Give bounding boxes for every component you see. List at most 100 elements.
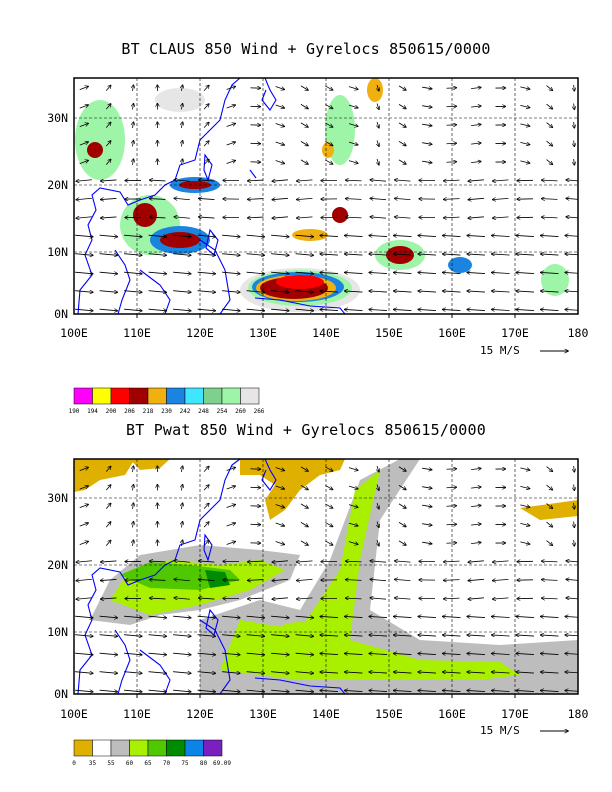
- wind-vector: [422, 106, 432, 108]
- chart1-ytick: 10N: [47, 245, 68, 259]
- wind-vector: [320, 291, 338, 292]
- wind-vector: [398, 85, 406, 90]
- wind-vector: [133, 503, 134, 510]
- wind-vector: [181, 104, 182, 110]
- wind-vector: [99, 272, 118, 274]
- wind-vector: [226, 124, 236, 127]
- wind-vector: [148, 309, 167, 311]
- wind-vector: [443, 291, 461, 292]
- wind-vector: [444, 217, 460, 218]
- wind-vector: [295, 672, 314, 674]
- wind-vector: [377, 539, 379, 546]
- wind-vector: [520, 486, 529, 488]
- wind-vector: [222, 309, 240, 311]
- wind-vector: [297, 561, 313, 562]
- colorbar-label: 206: [124, 408, 135, 415]
- wind-vector: [565, 309, 578, 310]
- chart2-vector-ref-label: 15 M/S: [480, 724, 520, 737]
- wind-vector: [345, 254, 363, 255]
- chart2-xtick: 140E: [312, 707, 340, 721]
- wind-vector: [377, 521, 379, 528]
- wind-vector: [197, 235, 216, 237]
- wind-vector: [199, 180, 215, 181]
- wind-vector: [271, 635, 289, 637]
- wind-vector: [150, 561, 166, 562]
- wind-vector: [377, 465, 379, 472]
- wind-vector: [369, 653, 387, 654]
- wind-vector: [226, 142, 236, 146]
- wind-vector: [275, 485, 285, 489]
- wind-vector: [174, 598, 190, 599]
- wind-vector: [124, 690, 142, 692]
- wind-vector: [446, 469, 457, 470]
- wind-vector: [346, 561, 362, 562]
- wind-vector: [148, 616, 167, 618]
- wind-vector: [467, 672, 485, 673]
- wind-vector: [79, 142, 88, 146]
- wind-vector: [181, 540, 182, 547]
- wind-vector: [566, 217, 578, 218]
- wind-vector: [394, 309, 412, 310]
- wind-vector: [272, 217, 288, 218]
- chart2-colorbar: 0 35 55 60 65 70 75 80 69.09: [72, 739, 231, 767]
- wind-vector: [173, 235, 191, 237]
- wind-vector: [574, 84, 575, 91]
- wind-vector: [348, 541, 358, 545]
- wind-vector: [75, 291, 93, 293]
- wind-vector: [418, 291, 436, 292]
- chart1-xtick: 130E: [249, 326, 277, 340]
- chart1-xtick: 110E: [123, 326, 151, 340]
- wind-vector: [173, 653, 191, 655]
- colorbar-swatch: [110, 387, 130, 405]
- wind-vector: [345, 635, 363, 636]
- wind-vector: [468, 217, 484, 218]
- wind-vector: [133, 122, 134, 129]
- wind-vector: [325, 485, 332, 489]
- wind-vector: [173, 690, 191, 692]
- wind-vector: [297, 217, 313, 218]
- wind-vector: [105, 159, 111, 165]
- wind-vector: [222, 690, 240, 692]
- colorbar-label: 260: [235, 408, 246, 415]
- wind-vector: [320, 672, 338, 673]
- wind-vector: [369, 690, 387, 691]
- wind-vector: [516, 690, 534, 691]
- colorbar-label: 194: [87, 408, 98, 415]
- chart2-map: 100E 110E 120E 130E 140E 150E 160E 170E …: [47, 458, 588, 737]
- wind-vector: [443, 616, 461, 617]
- wind-vector: [105, 466, 111, 472]
- wind-vector: [492, 635, 510, 636]
- wind-vector: [133, 522, 134, 528]
- wind-vector: [275, 541, 285, 544]
- colorbar-swatch: [184, 739, 204, 757]
- wind-vector: [493, 217, 509, 218]
- wind-vector: [345, 690, 363, 691]
- colorbar-label: 70: [163, 760, 171, 767]
- wind-vector: [566, 198, 578, 199]
- wind-vector: [203, 503, 209, 509]
- wind-vector: [541, 672, 559, 673]
- wind-vector: [541, 616, 559, 617]
- colorbar-swatch: [110, 739, 130, 757]
- chart1-colorbar: 190 194 200 206 218 230 242 248 254 260 266: [69, 387, 265, 415]
- colorbar-swatch: [147, 739, 167, 757]
- wind-vector: [101, 561, 117, 562]
- wind-vector: [471, 87, 481, 88]
- wind-vector: [248, 580, 264, 581]
- wind-vector: [148, 235, 167, 237]
- wind-vector: [418, 235, 436, 236]
- wind-vector: [271, 672, 289, 674]
- wind-vector: [546, 540, 553, 546]
- wind-vector: [246, 635, 265, 637]
- wind-vector: [75, 272, 93, 274]
- wind-vector: [271, 272, 289, 274]
- wind-vector: [226, 161, 236, 164]
- wind-vector: [99, 291, 118, 293]
- colorbar-swatch: [129, 387, 149, 405]
- wind-vector: [516, 254, 534, 255]
- wind-vector: [226, 468, 236, 471]
- wind-vector: [467, 616, 485, 617]
- wind-vector: [248, 561, 264, 562]
- wind-vector: [398, 122, 406, 127]
- wind-vector: [394, 635, 412, 636]
